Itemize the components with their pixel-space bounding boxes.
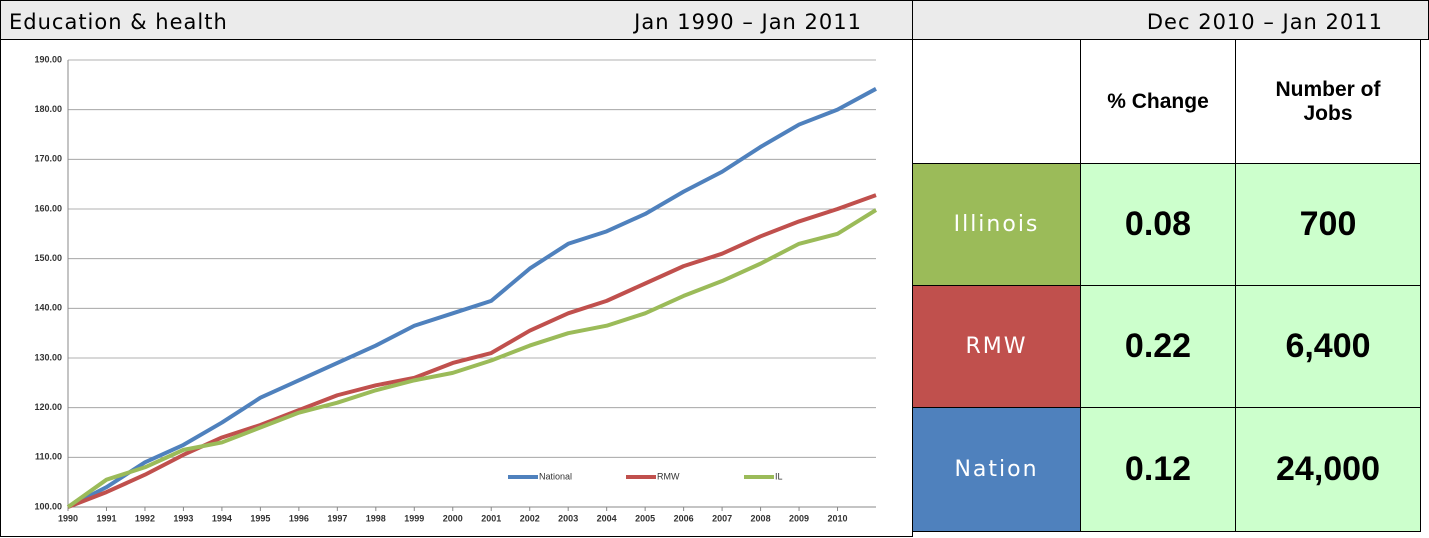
y-tick-label: 140.00 <box>34 303 62 313</box>
table-header: Dec 2010 – Jan 2011 <box>912 0 1429 40</box>
y-tick-label: 150.00 <box>34 253 62 263</box>
y-tick-label: 130.00 <box>34 352 62 362</box>
column-header-cell: % Change <box>1080 39 1236 164</box>
y-tick-label: 120.00 <box>34 402 62 412</box>
column-header: Number of Jobs <box>1275 77 1381 125</box>
x-tick-label: 2001 <box>481 513 501 523</box>
x-tick-label: 1998 <box>366 513 386 523</box>
chart-title: Education & health <box>9 10 228 34</box>
column-header-cell: Number of Jobs <box>1235 39 1421 164</box>
x-tick-label: 1997 <box>327 513 347 523</box>
value-cell: 24,000 <box>1235 407 1421 532</box>
y-tick-label: 110.00 <box>35 452 62 462</box>
y-tick-label: 180.00 <box>34 104 62 114</box>
value-cell: 0.12 <box>1080 407 1236 532</box>
value-cell: 700 <box>1235 163 1421 286</box>
y-tick-label: 160.00 <box>34 203 62 213</box>
data-line <box>66 208 878 509</box>
row-label: Nation <box>912 407 1081 532</box>
x-tick-label: 1993 <box>173 513 193 523</box>
y-tick-label: 190.00 <box>34 54 62 64</box>
data-line <box>67 87 877 509</box>
x-tick-label: 2005 <box>635 513 655 523</box>
x-tick-label: 1999 <box>404 513 424 523</box>
x-tick-label: 2006 <box>674 513 694 523</box>
row-label: RMW <box>912 285 1081 408</box>
x-tick-label: 1994 <box>212 513 232 523</box>
x-tick-label: 2003 <box>558 513 578 523</box>
chart-frame <box>0 39 913 537</box>
x-tick-label: 2010 <box>828 513 848 523</box>
chart-header: Education & health Jan 1990 – Jan 2011 <box>0 0 913 40</box>
legend-label: National <box>539 471 572 481</box>
y-tick-label: 170.00 <box>34 154 62 164</box>
column-header: % Change <box>1107 89 1209 113</box>
value-cell: 6,400 <box>1235 285 1421 408</box>
x-tick-label: 2009 <box>789 513 809 523</box>
x-tick-label: 2002 <box>520 513 540 523</box>
table-period: Dec 2010 – Jan 2011 <box>1146 10 1383 34</box>
blank-cell <box>912 39 1081 164</box>
x-tick-label: 1991 <box>96 513 116 523</box>
x-tick-label: 2004 <box>597 513 617 523</box>
x-tick-label: 2008 <box>751 513 771 523</box>
x-tick-label: 1990 <box>58 513 78 523</box>
value-cell: 0.08 <box>1080 163 1236 286</box>
x-tick-label: 1995 <box>250 513 270 523</box>
legend-label: IL <box>775 471 783 481</box>
y-tick-label: 100.00 <box>34 501 62 511</box>
value-cell: 0.22 <box>1080 285 1236 408</box>
legend-label: RMW <box>657 471 680 481</box>
x-tick-label: 2000 <box>443 513 463 523</box>
row-label: Illinois <box>912 163 1081 286</box>
chart: 100.00 110.00 120.00 130.00 140.00 150.00 160.… <box>0 39 913 537</box>
x-tick-label: 1992 <box>135 513 155 523</box>
x-tick-label: 2007 <box>712 513 732 523</box>
chart-subtitle: Jan 1990 – Jan 2011 <box>634 10 862 34</box>
x-tick-label: 1996 <box>289 513 309 523</box>
